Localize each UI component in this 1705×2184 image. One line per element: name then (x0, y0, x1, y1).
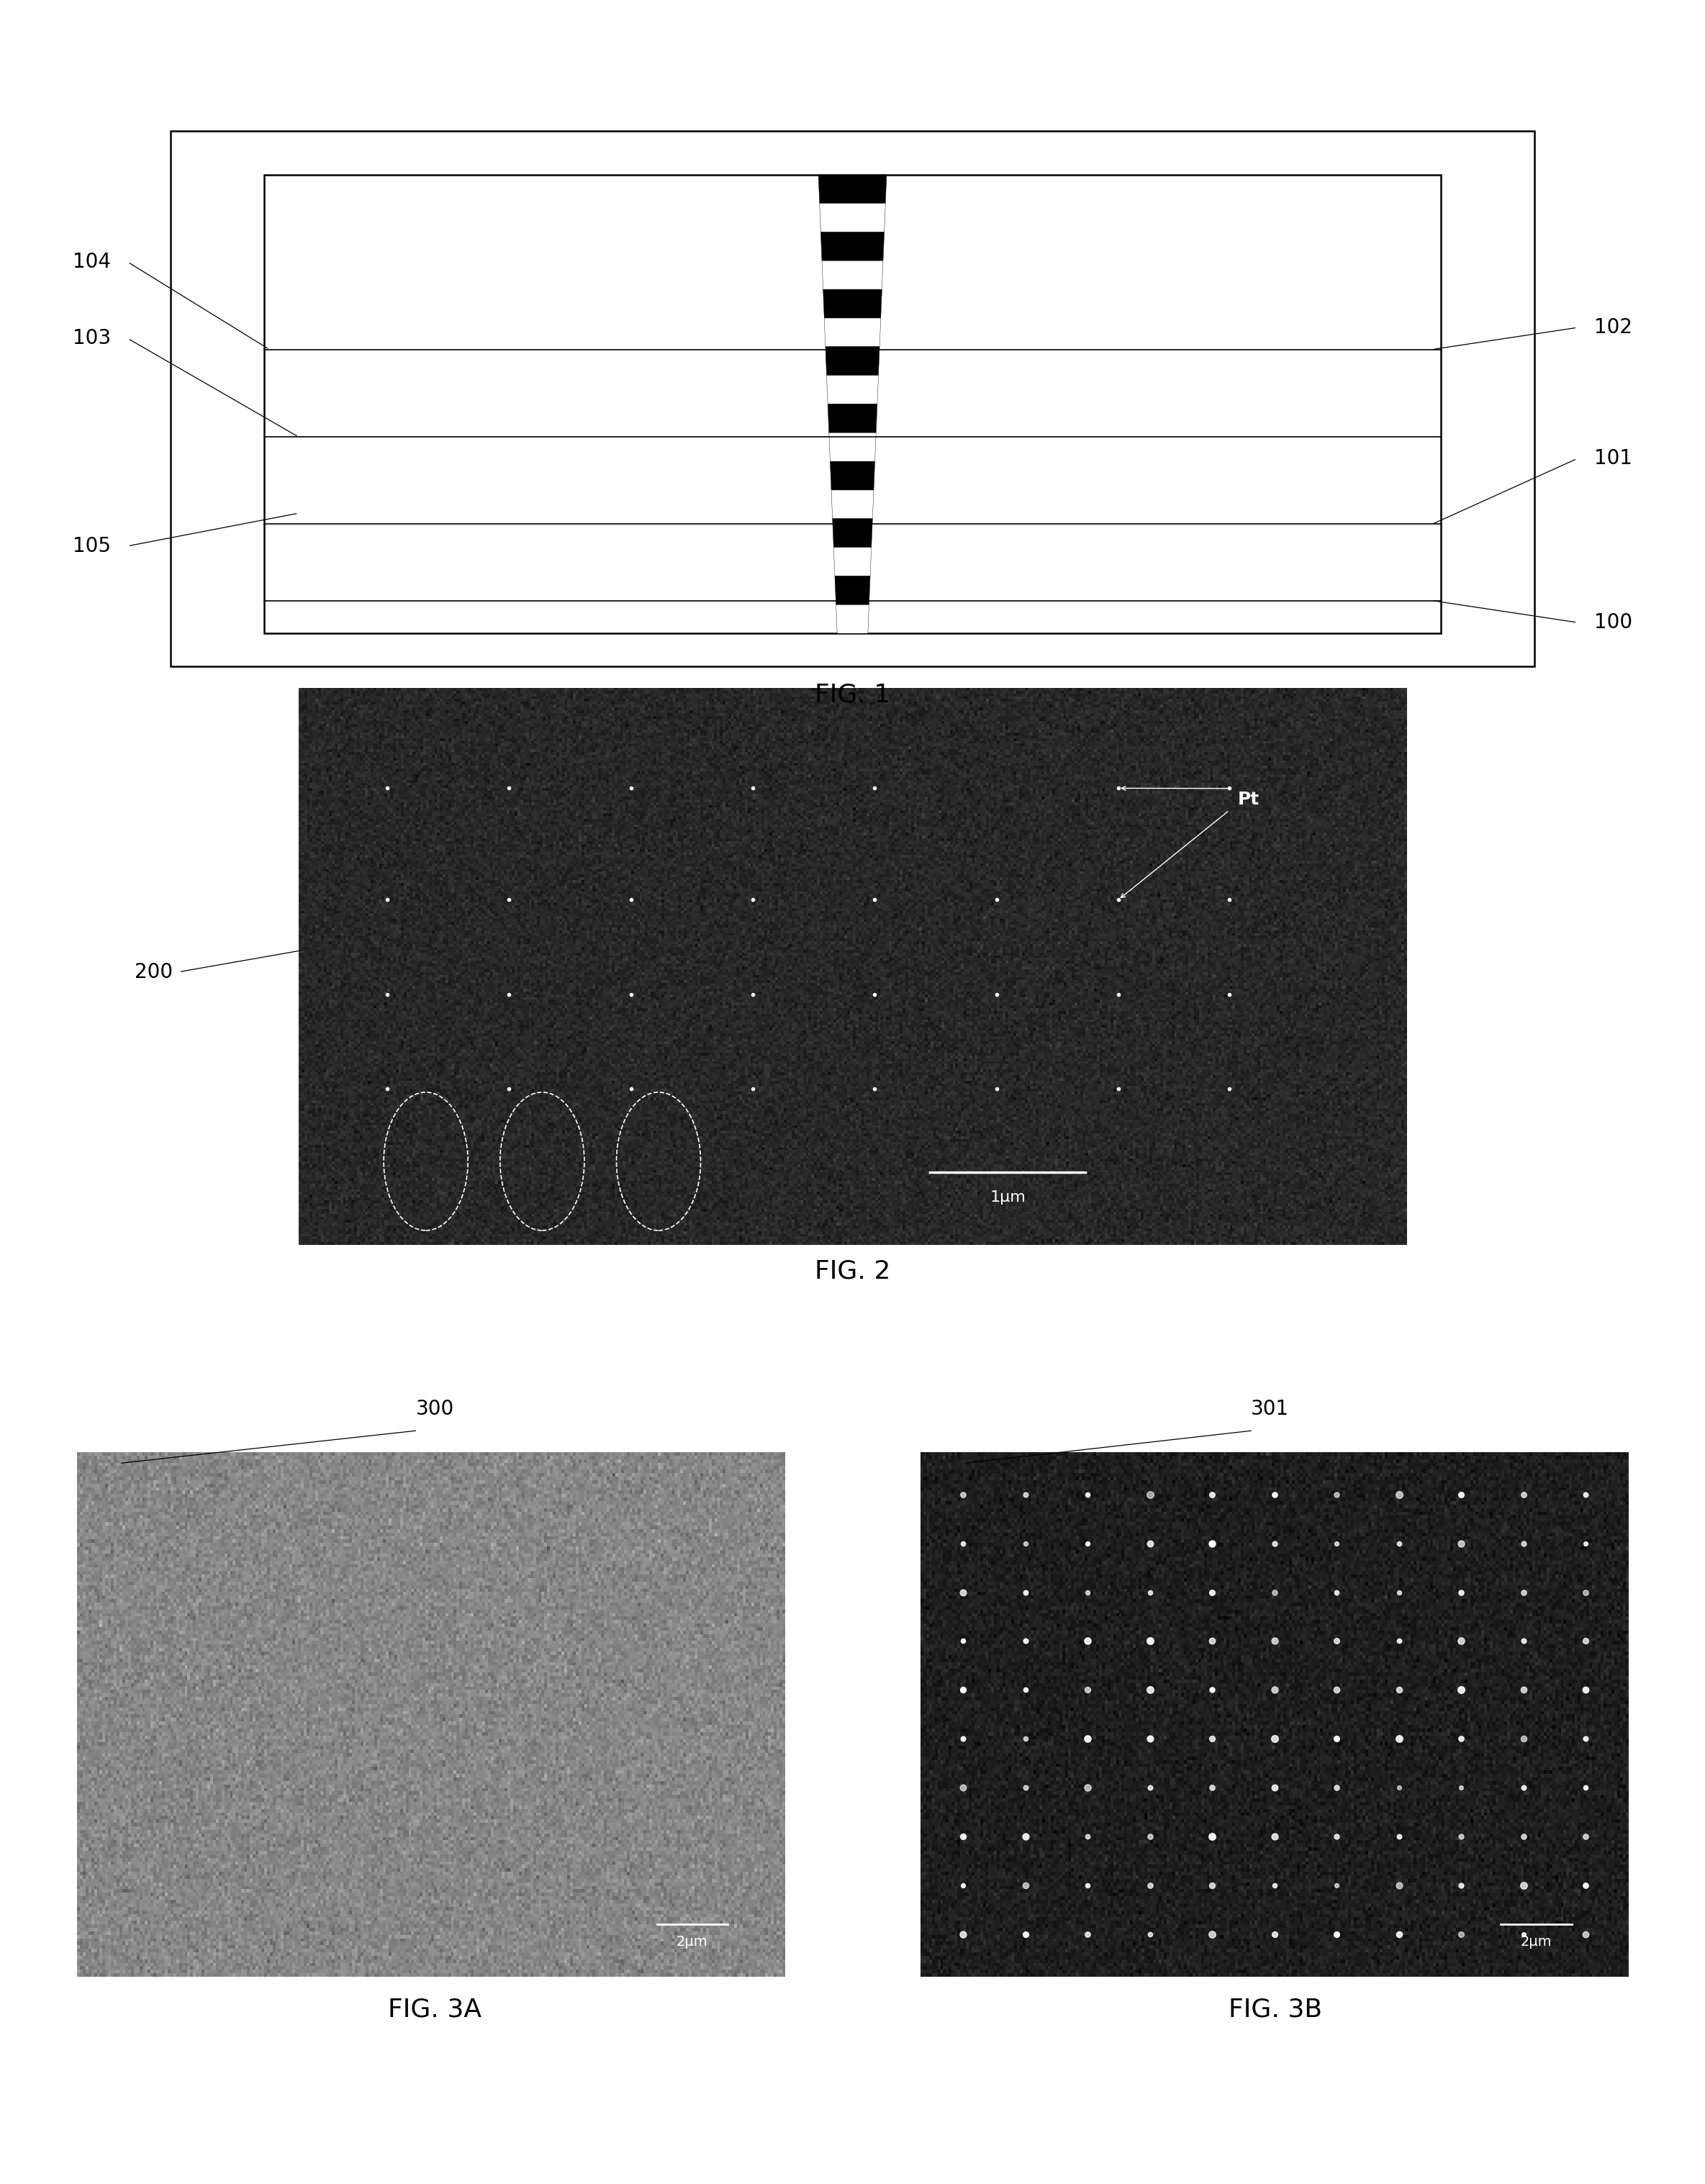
Polygon shape (818, 175, 887, 203)
Bar (170, 131, 1534, 666)
Text: 103: 103 (73, 328, 111, 349)
Text: 101: 101 (1594, 448, 1632, 470)
Text: FIG. 3B: FIG. 3B (1229, 1996, 1321, 2022)
Polygon shape (822, 260, 883, 288)
Text: 104: 104 (73, 251, 111, 273)
Polygon shape (824, 319, 881, 347)
Text: FIG. 1: FIG. 1 (815, 681, 890, 708)
Text: Pt: Pt (1238, 791, 1260, 808)
Bar (264, 175, 1441, 633)
Text: 105: 105 (73, 535, 111, 557)
Text: 200: 200 (135, 961, 172, 983)
Text: 1μm: 1μm (989, 1190, 1026, 1203)
Text: 100: 100 (1594, 612, 1632, 633)
Polygon shape (830, 461, 875, 489)
Polygon shape (825, 347, 880, 376)
Polygon shape (832, 489, 873, 520)
Text: 102: 102 (1594, 317, 1632, 339)
Polygon shape (834, 548, 871, 577)
Polygon shape (827, 376, 878, 404)
Polygon shape (829, 404, 876, 432)
Polygon shape (820, 203, 885, 232)
Text: FIG. 2: FIG. 2 (815, 1258, 890, 1284)
Polygon shape (820, 232, 885, 260)
Polygon shape (835, 577, 870, 605)
Polygon shape (832, 520, 873, 548)
Polygon shape (829, 432, 876, 461)
Text: FIG. 3A: FIG. 3A (389, 1996, 481, 2022)
Text: 301: 301 (1251, 1398, 1289, 1420)
Polygon shape (835, 605, 870, 633)
Polygon shape (824, 288, 881, 319)
Text: 300: 300 (416, 1398, 454, 1420)
Text: 2μm: 2μm (1521, 1935, 1552, 1948)
Text: 2μm: 2μm (677, 1935, 708, 1948)
